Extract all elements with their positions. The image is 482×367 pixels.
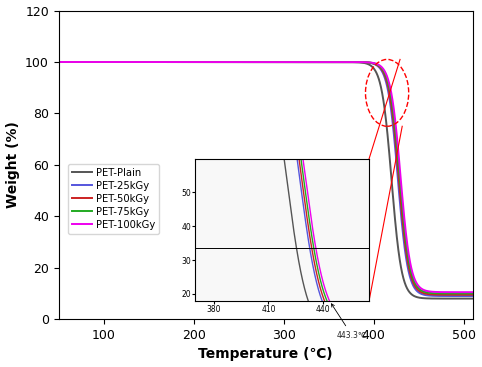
PET-100kGy [417, 285, 423, 290]
PET-100kGy [214, 60, 220, 64]
PET-75kGy [103, 60, 109, 64]
PET-50kGy [462, 292, 468, 297]
PET-25kGy [462, 294, 468, 298]
PET-50kGy [56, 60, 62, 64]
PET-75kGy [232, 60, 238, 64]
PET-100kGy [232, 60, 238, 64]
PET-100kGy [56, 60, 62, 64]
PET-50kGy [232, 60, 238, 64]
PET-100kGy [128, 60, 134, 64]
Line: PET-Plain: PET-Plain [59, 62, 472, 299]
PET-25kGy [469, 294, 475, 298]
PET-Plain [232, 60, 238, 64]
PET-50kGy [103, 60, 109, 64]
PET-50kGy [214, 60, 220, 64]
PET-50kGy [417, 289, 423, 294]
PET-50kGy [128, 60, 134, 64]
PET-100kGy [103, 60, 109, 64]
PET-Plain [469, 297, 475, 301]
PET-25kGy [417, 291, 423, 295]
PET-Plain [56, 60, 62, 64]
PET-Plain [462, 297, 468, 301]
PET-25kGy [214, 60, 220, 64]
PET-25kGy [128, 60, 134, 64]
PET-75kGy [128, 60, 134, 64]
PET-100kGy [462, 290, 468, 294]
PET-25kGy [56, 60, 62, 64]
PET-75kGy [469, 291, 475, 296]
PET-75kGy [462, 291, 468, 296]
PET-25kGy [232, 60, 238, 64]
PET-75kGy [417, 287, 423, 292]
X-axis label: Temperature (℃): Temperature (℃) [198, 348, 333, 361]
Line: PET-100kGy: PET-100kGy [59, 62, 472, 292]
PET-50kGy [469, 292, 475, 297]
PET-Plain [214, 60, 220, 64]
PET-Plain [128, 60, 134, 64]
Line: PET-50kGy: PET-50kGy [59, 62, 472, 295]
Y-axis label: Weight (%): Weight (%) [6, 121, 20, 208]
Legend: PET-Plain, PET-25kGy, PET-50kGy, PET-75kGy, PET-100kGy: PET-Plain, PET-25kGy, PET-50kGy, PET-75k… [68, 164, 159, 234]
PET-75kGy [56, 60, 62, 64]
PET-100kGy [469, 290, 475, 294]
PET-Plain [417, 295, 423, 300]
Line: PET-75kGy: PET-75kGy [59, 62, 472, 294]
PET-Plain [103, 60, 109, 64]
PET-75kGy [214, 60, 220, 64]
Line: PET-25kGy: PET-25kGy [59, 62, 472, 296]
PET-25kGy [103, 60, 109, 64]
